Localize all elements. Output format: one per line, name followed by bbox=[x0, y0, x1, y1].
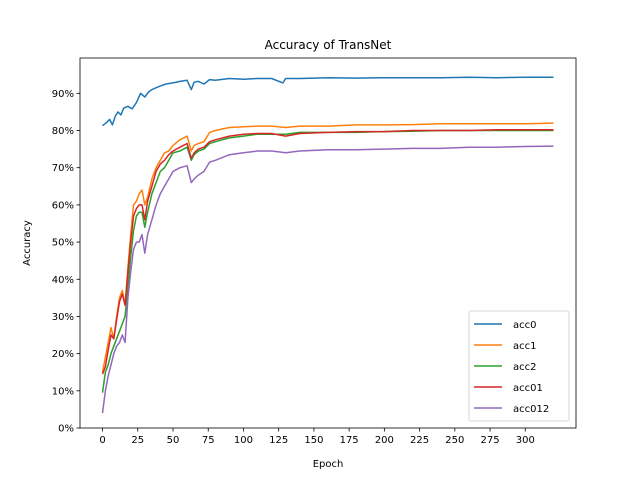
x-axis: 0 25 50 75 100 125 150 175 200 225 250 275 300 bbox=[99, 428, 535, 446]
x-tick-label: 100 bbox=[234, 435, 253, 446]
y-tick-label: 20% bbox=[52, 349, 74, 360]
legend-label-acc2: acc2 bbox=[513, 362, 537, 373]
series-line-acc0 bbox=[102, 76, 554, 127]
y-tick-label: 10% bbox=[52, 386, 74, 397]
legend-label-acc1: acc1 bbox=[513, 341, 537, 352]
x-tick-label: 200 bbox=[375, 435, 394, 446]
legend-label-acc012: acc012 bbox=[513, 404, 549, 415]
y-tick-label: 30% bbox=[52, 312, 74, 323]
y-tick-label: 80% bbox=[52, 126, 74, 137]
legend-label-acc0: acc0 bbox=[513, 320, 537, 331]
legend-box bbox=[468, 310, 570, 422]
y-tick-label: 60% bbox=[52, 200, 74, 211]
plot-lines bbox=[101, 76, 554, 414]
x-tick-label: 125 bbox=[269, 435, 288, 446]
x-tick-label: 175 bbox=[340, 435, 359, 446]
x-tick-label: 300 bbox=[516, 435, 535, 446]
y-axis-title: Accuracy bbox=[22, 220, 33, 266]
x-tick-label: 225 bbox=[410, 435, 429, 446]
x-tick-label: 250 bbox=[445, 435, 464, 446]
y-tick-label: 0% bbox=[58, 424, 74, 435]
legend-label-acc01: acc01 bbox=[513, 383, 543, 394]
y-tick-label: 70% bbox=[52, 163, 74, 174]
x-tick-label: 275 bbox=[480, 435, 499, 446]
y-axis: 0% 10% 20% 30% 40% 50% 60% 70% 80% 90% bbox=[52, 89, 80, 435]
y-tick-label: 90% bbox=[52, 89, 74, 100]
legend: acc0 acc1 acc2 acc01 acc012 bbox=[468, 310, 570, 422]
chart-title: Accuracy of TransNet bbox=[265, 38, 392, 52]
x-tick-label: 0 bbox=[99, 435, 105, 446]
series-line-acc012 bbox=[101, 145, 554, 414]
y-tick-label: 50% bbox=[52, 238, 74, 249]
x-tick-label: 50 bbox=[167, 435, 180, 446]
y-tick-label: 40% bbox=[52, 275, 74, 286]
x-axis-title: Epoch bbox=[313, 459, 344, 470]
series-line-acc01 bbox=[101, 129, 554, 375]
x-tick-label: 25 bbox=[131, 435, 144, 446]
x-tick-label: 150 bbox=[304, 435, 323, 446]
x-tick-label: 75 bbox=[202, 435, 215, 446]
plot-frame bbox=[79, 57, 577, 429]
